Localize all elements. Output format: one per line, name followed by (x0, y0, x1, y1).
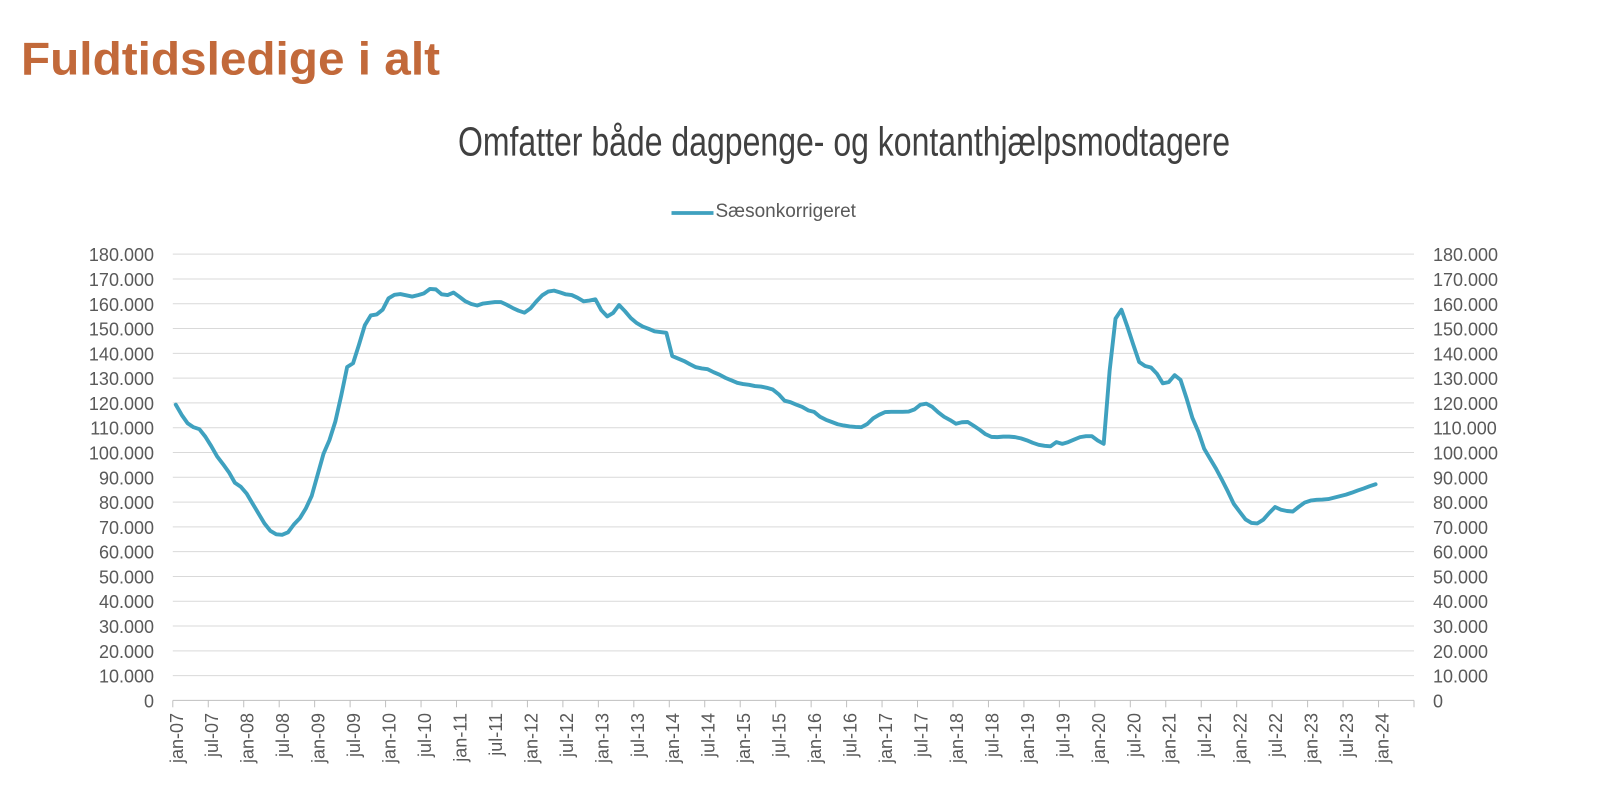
svg-text:160.000: 160.000 (1433, 295, 1498, 315)
svg-text:60.000: 60.000 (99, 543, 154, 563)
svg-text:jul-19: jul-19 (1053, 713, 1073, 758)
svg-text:jul-11: jul-11 (486, 713, 506, 757)
svg-text:0: 0 (144, 691, 154, 711)
svg-text:jan-22: jan-22 (1231, 713, 1251, 764)
svg-text:70.000: 70.000 (1433, 518, 1488, 538)
svg-text:160.000: 160.000 (89, 295, 154, 315)
svg-text:30.000: 30.000 (99, 617, 154, 637)
svg-text:40.000: 40.000 (1433, 592, 1488, 612)
svg-text:jan-20: jan-20 (1089, 713, 1109, 764)
svg-text:jan-19: jan-19 (1018, 713, 1038, 764)
svg-text:100.000: 100.000 (1433, 444, 1498, 464)
svg-text:Fuldtidsledige i alt: Fuldtidsledige i alt (21, 33, 440, 85)
svg-text:130.000: 130.000 (1433, 369, 1498, 389)
svg-text:120.000: 120.000 (89, 394, 154, 414)
svg-text:170.000: 170.000 (89, 270, 154, 290)
svg-text:100.000: 100.000 (89, 444, 154, 464)
svg-text:jul-18: jul-18 (982, 713, 1002, 758)
svg-text:jul-10: jul-10 (415, 713, 435, 758)
svg-text:170.000: 170.000 (1433, 270, 1498, 290)
svg-text:jul-07: jul-07 (202, 713, 222, 758)
svg-text:jan-17: jan-17 (876, 713, 896, 764)
svg-text:110.000: 110.000 (1433, 419, 1497, 439)
svg-text:Omfatter både dagpenge- og kon: Omfatter både dagpenge- og kontanthjælps… (458, 119, 1230, 165)
svg-text:jul-12: jul-12 (557, 713, 577, 758)
svg-text:30.000: 30.000 (1433, 617, 1488, 637)
svg-text:jul-13: jul-13 (628, 713, 648, 758)
svg-text:jan-08: jan-08 (238, 713, 258, 764)
svg-text:jan-07: jan-07 (167, 713, 187, 764)
svg-text:jan-11: jan-11 (450, 713, 470, 763)
svg-text:jul-08: jul-08 (273, 713, 293, 758)
svg-text:jul-09: jul-09 (344, 713, 364, 758)
svg-text:20.000: 20.000 (99, 642, 154, 662)
svg-text:80.000: 80.000 (1433, 493, 1488, 513)
svg-text:jan-12: jan-12 (521, 713, 541, 764)
svg-text:140.000: 140.000 (1433, 344, 1498, 364)
svg-text:jul-14: jul-14 (699, 713, 719, 758)
svg-text:jan-16: jan-16 (805, 713, 825, 764)
svg-text:jan-21: jan-21 (1160, 713, 1180, 764)
svg-text:jan-13: jan-13 (592, 713, 612, 764)
svg-text:jan-24: jan-24 (1373, 713, 1393, 764)
svg-text:90.000: 90.000 (1433, 468, 1488, 488)
svg-text:jul-20: jul-20 (1124, 713, 1144, 758)
svg-text:jul-16: jul-16 (841, 713, 861, 758)
svg-text:jul-17: jul-17 (911, 713, 931, 758)
svg-text:110.000: 110.000 (90, 419, 154, 439)
svg-text:40.000: 40.000 (99, 592, 154, 612)
svg-text:jul-23: jul-23 (1337, 713, 1357, 758)
svg-text:10.000: 10.000 (99, 667, 154, 687)
svg-text:10.000: 10.000 (1433, 667, 1488, 687)
svg-text:jul-15: jul-15 (770, 713, 790, 758)
svg-text:jan-14: jan-14 (663, 713, 683, 764)
svg-text:180.000: 180.000 (1433, 245, 1498, 265)
svg-text:140.000: 140.000 (89, 344, 154, 364)
svg-text:130.000: 130.000 (89, 369, 154, 389)
svg-text:150.000: 150.000 (89, 320, 154, 340)
svg-text:jul-22: jul-22 (1266, 713, 1286, 758)
svg-text:jan-10: jan-10 (380, 713, 400, 764)
svg-text:20.000: 20.000 (1433, 642, 1488, 662)
svg-text:jan-18: jan-18 (947, 713, 967, 764)
svg-text:50.000: 50.000 (1433, 567, 1488, 587)
svg-text:90.000: 90.000 (99, 468, 154, 488)
svg-text:150.000: 150.000 (1433, 320, 1498, 340)
svg-text:jan-15: jan-15 (734, 713, 754, 764)
svg-text:70.000: 70.000 (99, 518, 154, 538)
svg-text:jul-21: jul-21 (1195, 713, 1215, 758)
svg-text:60.000: 60.000 (1433, 543, 1488, 563)
svg-text:50.000: 50.000 (99, 567, 154, 587)
svg-text:80.000: 80.000 (99, 493, 154, 513)
svg-text:Sæsonkorrigeret: Sæsonkorrigeret (716, 201, 857, 222)
svg-text:0: 0 (1433, 691, 1443, 711)
svg-text:180.000: 180.000 (89, 245, 154, 265)
svg-text:120.000: 120.000 (1433, 394, 1498, 414)
svg-text:jan-23: jan-23 (1302, 713, 1322, 764)
svg-text:jan-09: jan-09 (309, 713, 329, 764)
